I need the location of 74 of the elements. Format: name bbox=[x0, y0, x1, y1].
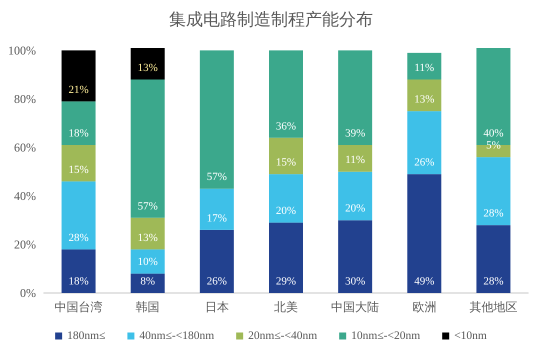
data-label: 40% bbox=[483, 128, 504, 140]
data-label: 13% bbox=[138, 62, 158, 74]
data-label: 28% bbox=[68, 232, 89, 244]
bar bbox=[338, 145, 372, 172]
bar bbox=[130, 218, 165, 250]
bar bbox=[338, 172, 372, 220]
x-tick-label: 韩国 bbox=[136, 300, 160, 314]
data-label: 57% bbox=[138, 200, 158, 212]
legend-label: <10nm bbox=[454, 330, 487, 342]
bar bbox=[62, 145, 96, 182]
bar bbox=[200, 50, 234, 189]
data-label: 28% bbox=[483, 276, 504, 288]
y-tick-label: 0% bbox=[20, 286, 36, 300]
data-label: 10% bbox=[138, 256, 158, 268]
x-tick-label: 中国台湾 bbox=[54, 300, 103, 314]
data-label: 11% bbox=[414, 62, 434, 74]
data-label: 20% bbox=[276, 205, 296, 218]
data-label: 13% bbox=[414, 94, 434, 106]
data-label: 30% bbox=[345, 276, 366, 288]
bar bbox=[269, 174, 303, 223]
data-label: 8% bbox=[140, 276, 156, 288]
legend-label: 20nm≤-<40nm bbox=[248, 330, 318, 342]
x-tick-label: 北美 bbox=[274, 300, 298, 314]
data-label: 57% bbox=[206, 171, 227, 184]
legend-label: 10nm≤-<20nm bbox=[351, 330, 420, 342]
data-label: 36% bbox=[276, 120, 296, 132]
bar bbox=[338, 50, 372, 146]
bar bbox=[407, 111, 442, 174]
bar bbox=[476, 157, 510, 226]
y-tick-label: 20% bbox=[14, 237, 36, 252]
bar bbox=[338, 220, 372, 293]
data-label: 18% bbox=[68, 128, 89, 140]
data-label: 11% bbox=[345, 154, 366, 166]
data-label: 18% bbox=[68, 276, 89, 288]
data-label: 13% bbox=[138, 232, 158, 244]
data-label: 15% bbox=[68, 164, 89, 176]
bar bbox=[62, 249, 96, 293]
bar bbox=[130, 249, 165, 274]
bar bbox=[62, 101, 96, 146]
data-label: 17% bbox=[206, 212, 227, 224]
bar bbox=[269, 138, 303, 174]
bar bbox=[62, 50, 96, 102]
y-tick-label: 40% bbox=[14, 188, 36, 203]
y-tick-label: 100% bbox=[8, 43, 36, 58]
chart-title: 集成电路制造制程产能分布 bbox=[169, 10, 373, 29]
y-tick-label: 80% bbox=[14, 92, 36, 106]
data-label: 26% bbox=[206, 276, 227, 288]
bar bbox=[407, 174, 442, 293]
bar bbox=[62, 181, 96, 250]
bar bbox=[130, 48, 165, 80]
data-label: 20% bbox=[345, 202, 366, 215]
y-tick-label: 60% bbox=[14, 140, 36, 154]
bar bbox=[407, 52, 442, 80]
bar bbox=[200, 230, 234, 293]
bar bbox=[130, 274, 165, 293]
x-tick-label: 欧洲 bbox=[412, 300, 436, 314]
bar bbox=[200, 188, 234, 230]
bar bbox=[407, 80, 442, 112]
x-tick-label: 中国大陆 bbox=[331, 300, 380, 314]
data-label: 15% bbox=[276, 156, 296, 169]
bar bbox=[269, 50, 303, 138]
legend-label: 180nm≤ bbox=[67, 330, 106, 342]
bar bbox=[269, 222, 303, 293]
x-tick-label: 日本 bbox=[204, 300, 229, 314]
bar bbox=[130, 80, 165, 218]
data-label: 26% bbox=[414, 156, 434, 169]
data-label: 29% bbox=[276, 276, 296, 288]
data-label: 49% bbox=[414, 276, 434, 288]
data-label: 39% bbox=[345, 128, 366, 140]
data-label: 21% bbox=[68, 84, 89, 96]
x-tick-label: 其他地区 bbox=[469, 300, 518, 314]
legend-label: 40nm≤-<180nm bbox=[139, 330, 214, 342]
bar bbox=[476, 225, 510, 293]
data-label: 28% bbox=[483, 208, 504, 220]
